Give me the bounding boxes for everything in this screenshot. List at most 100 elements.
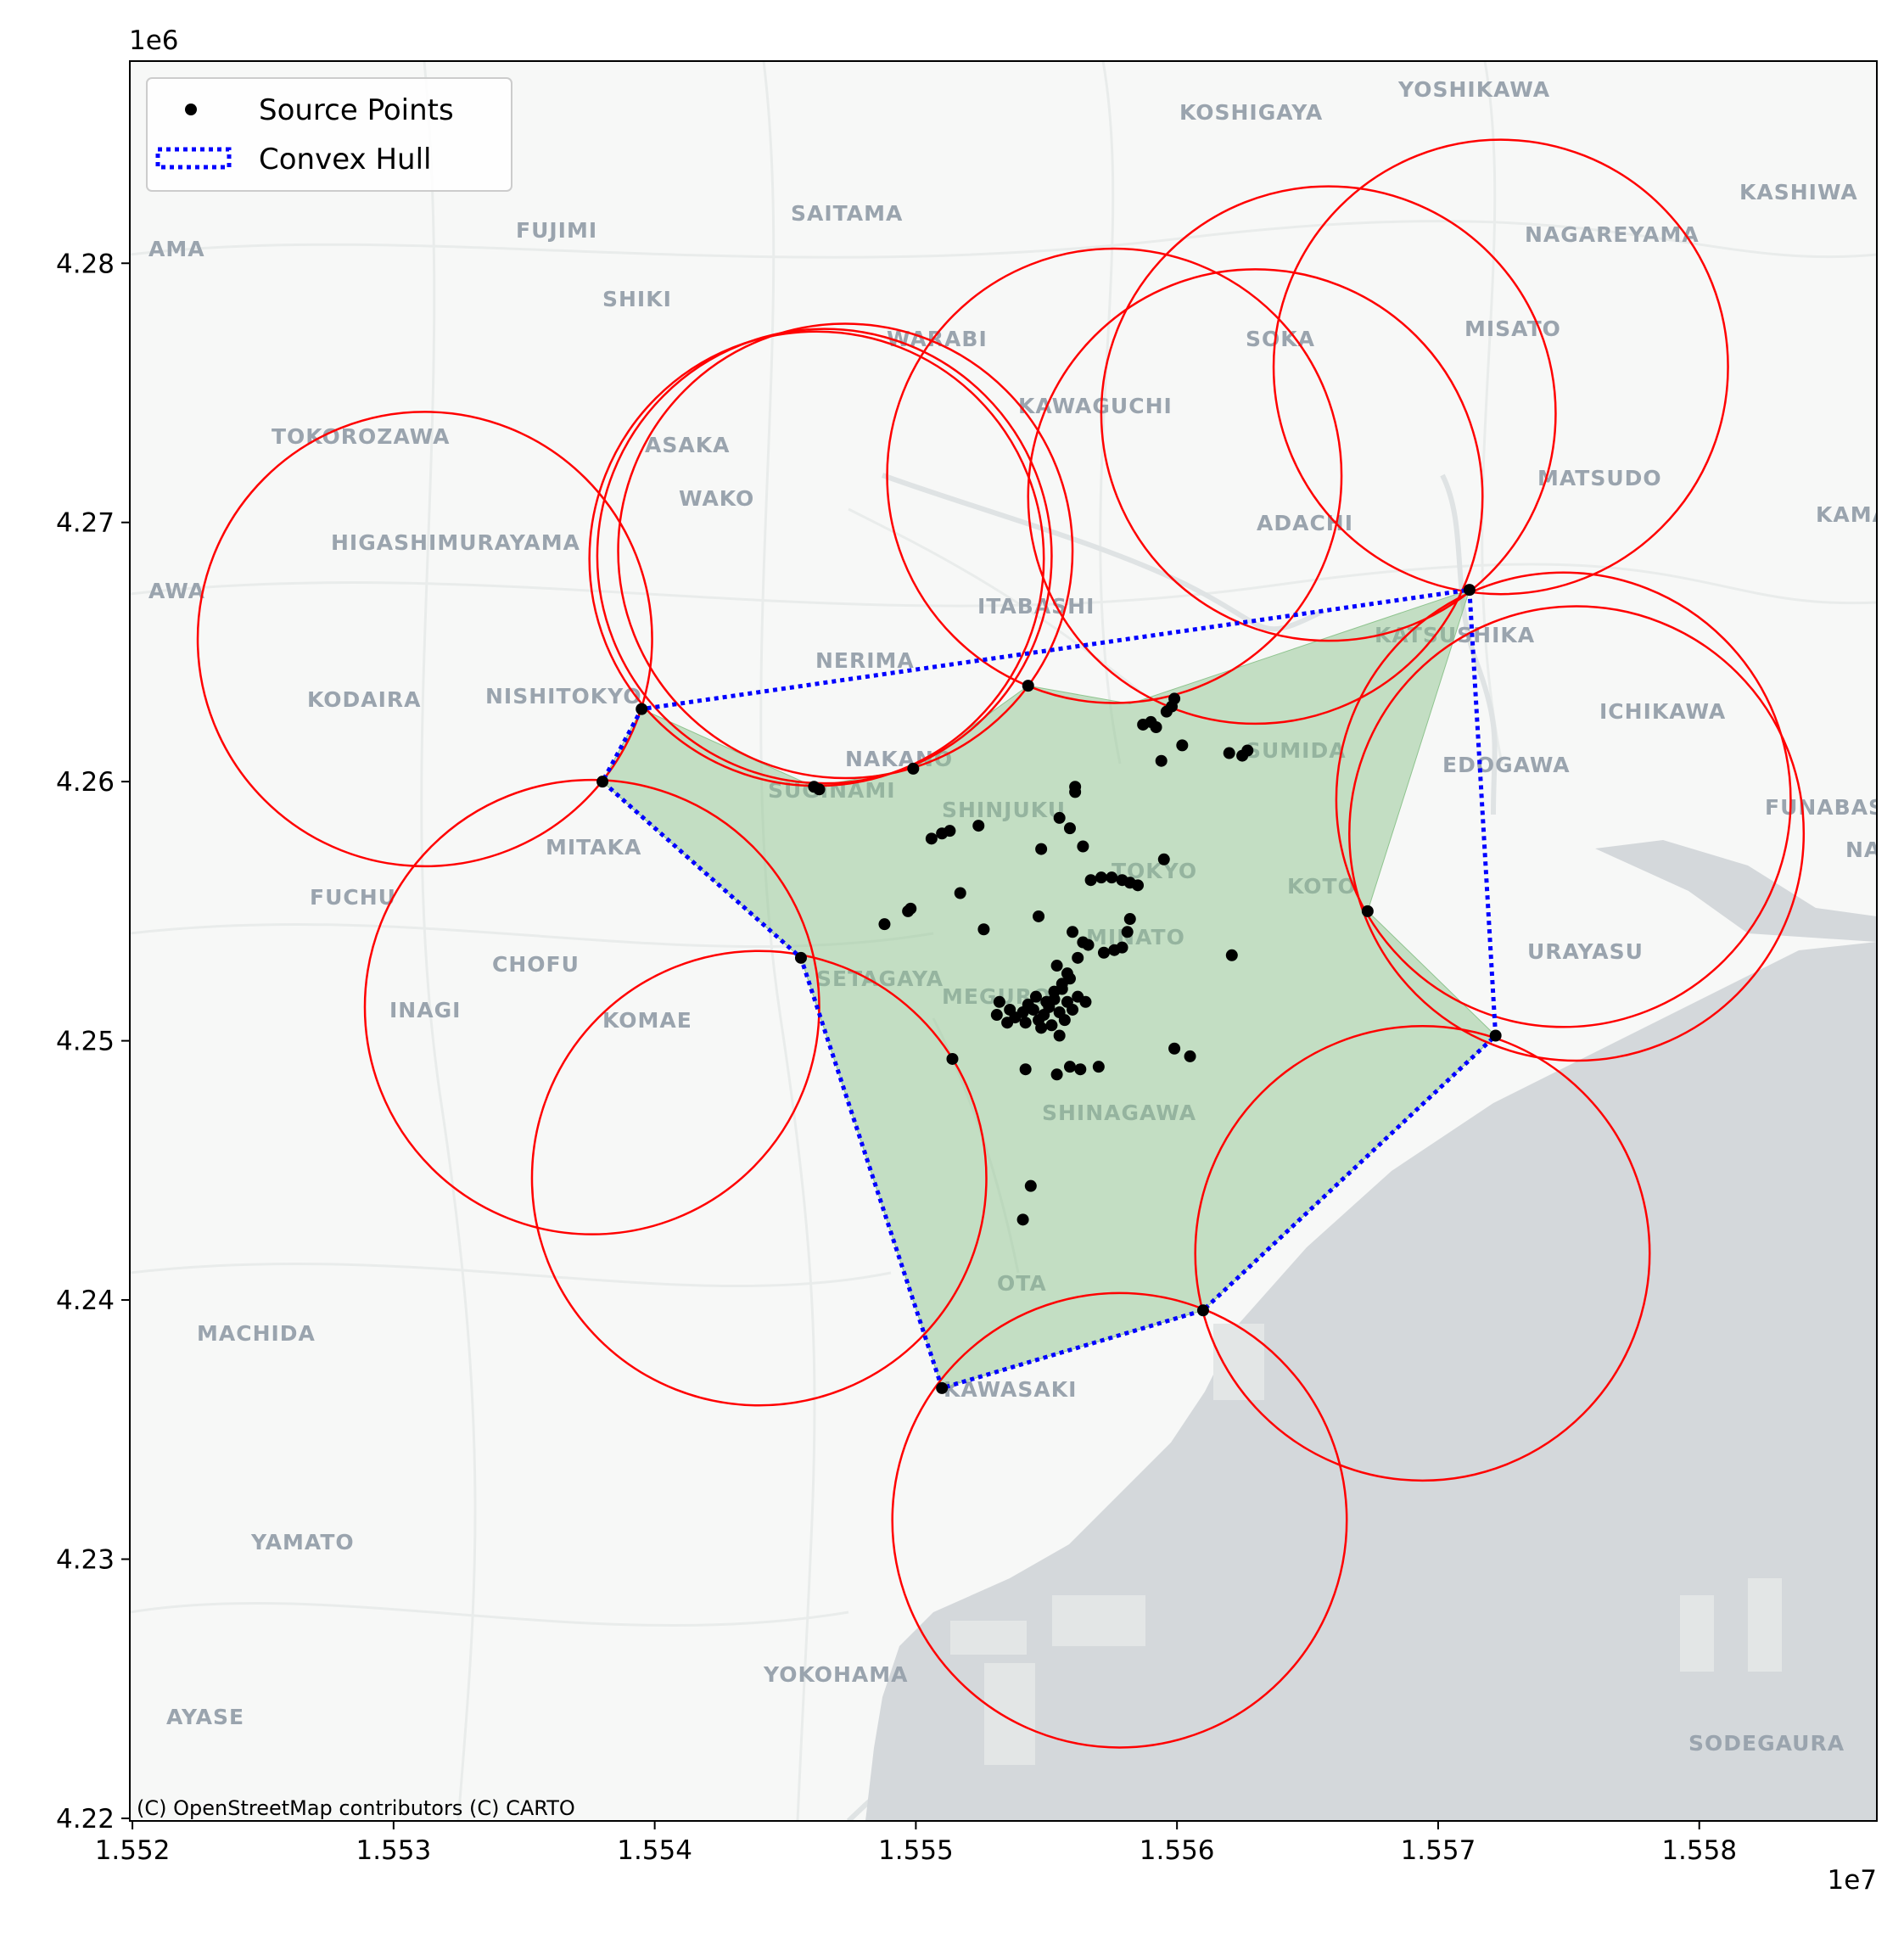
source-point: [925, 832, 938, 845]
place-label: NERIMA: [815, 648, 915, 673]
buffer-circle: [1194, 1025, 1651, 1482]
place-label: EDOGAWA: [1442, 753, 1571, 777]
source-point: [977, 923, 990, 936]
source-point: [1132, 879, 1145, 892]
source-point: [1097, 946, 1110, 959]
source-point: [1058, 1014, 1071, 1027]
basemap-tiles: YOSHIKAWA KOSHIGAYA KASHIWA SAITAMA FUJI…: [130, 61, 1904, 1821]
place-label: HIGASHIMURAYAMA: [331, 530, 580, 555]
source-point: [936, 1381, 949, 1394]
source-point: [1116, 941, 1128, 954]
buffer-circle: [1272, 138, 1729, 596]
source-point: [1063, 1061, 1076, 1073]
source-point: [1067, 926, 1079, 938]
legend: Source Points Convex Hull: [146, 77, 512, 192]
place-label: KASHIWA: [1739, 180, 1858, 204]
source-point: [1029, 990, 1042, 1003]
place-label: KOMAE: [602, 1008, 692, 1033]
buffer-circle: [196, 411, 653, 868]
source-point: [1168, 692, 1181, 705]
y-tick-label: 4.25: [56, 1027, 115, 1057]
place-label: KODAIRA: [307, 687, 422, 712]
source-point: [1016, 1213, 1029, 1226]
x-tick-label: 1.553: [356, 1835, 431, 1866]
source-point: [1027, 1003, 1039, 1016]
buffer-circle: [886, 247, 1343, 704]
buffer-circle: [530, 949, 988, 1407]
source-point: [1040, 995, 1053, 1008]
place-label: YOSHIKAWA: [1397, 77, 1550, 102]
x-tick-label: 1.552: [95, 1835, 171, 1866]
source-point: [1106, 871, 1118, 884]
y-tick-label: 4.28: [56, 249, 115, 279]
source-point: [878, 918, 891, 931]
place-label: SAITAMA: [791, 201, 903, 226]
buffer-circle: [617, 322, 1074, 780]
place-label: MACHIDA: [197, 1321, 316, 1346]
source-point: [1045, 1019, 1058, 1032]
source-point: [596, 776, 609, 788]
source-point: [907, 762, 920, 775]
source-point: [1241, 744, 1254, 757]
map-attribution: (C) OpenStreetMap contributors (C) CARTO: [137, 1796, 575, 1820]
source-point: [1004, 1003, 1016, 1016]
x-tick-label: 1.558: [1661, 1835, 1737, 1866]
source-point: [904, 902, 917, 915]
place-label: MATSUDO: [1537, 466, 1662, 490]
source-point: [1168, 1042, 1181, 1055]
legend-convex-hull-label: Convex Hull: [259, 143, 431, 176]
source-point: [1053, 811, 1066, 824]
source-point: [1196, 1304, 1209, 1317]
y-tick-label: 4.26: [56, 767, 115, 798]
source-point: [1489, 1029, 1502, 1042]
buffer-circle: [891, 1291, 1348, 1749]
y-tick-label: 4.27: [56, 508, 115, 539]
source-point: [1123, 913, 1136, 926]
source-point: [1019, 1063, 1032, 1076]
legend-box: [146, 77, 512, 192]
source-point: [1035, 843, 1048, 855]
source-point: [1033, 910, 1045, 922]
place-label: WAKO: [679, 486, 754, 511]
source-point: [1053, 1029, 1066, 1042]
place-label: SOKA: [1246, 327, 1315, 351]
legend-source-points-marker: [185, 104, 197, 115]
source-point: [1050, 960, 1063, 972]
place-label: AMA: [148, 237, 205, 261]
source-point: [1155, 754, 1168, 767]
place-label: YOKOHAMA: [763, 1662, 908, 1687]
source-point: [1069, 781, 1082, 793]
y-axis: 4.22 4.23 4.24 4.25 4.26 4.27 4.28: [56, 249, 130, 1835]
source-point: [1084, 874, 1097, 887]
source-point: [1095, 871, 1107, 884]
data-layers: [196, 138, 1806, 1749]
place-label: KAMAGAYA: [1816, 502, 1904, 527]
source-point: [1035, 1022, 1048, 1034]
place-label: FUJIMI: [516, 218, 597, 243]
place-label: CHOFU: [492, 952, 580, 977]
y-tick-label: 4.22: [56, 1804, 115, 1835]
x-offset-label: 1e7: [1827, 1865, 1877, 1896]
y-offset-label: 1e6: [129, 25, 179, 56]
source-point: [944, 825, 956, 837]
source-point: [794, 951, 807, 964]
place-label: URAYASU: [1527, 939, 1644, 964]
x-tick-label: 1.555: [878, 1835, 954, 1866]
source-point: [1048, 985, 1061, 998]
urayasu-water: [1595, 840, 1877, 942]
source-point: [1022, 680, 1034, 692]
source-point: [1092, 1061, 1105, 1073]
source-point: [1063, 822, 1076, 835]
source-point: [636, 703, 648, 715]
x-tick-label: 1.556: [1140, 1835, 1215, 1866]
source-point: [1223, 747, 1235, 759]
source-point: [1056, 978, 1068, 990]
place-label: AWA: [148, 579, 205, 603]
source-point: [1361, 905, 1374, 917]
place-label: SHIKI: [602, 287, 672, 311]
source-point: [1176, 739, 1189, 752]
place-label: FUCHU: [310, 885, 396, 910]
place-label: ICHIKAWA: [1599, 699, 1726, 724]
x-tick-label: 1.554: [617, 1835, 692, 1866]
